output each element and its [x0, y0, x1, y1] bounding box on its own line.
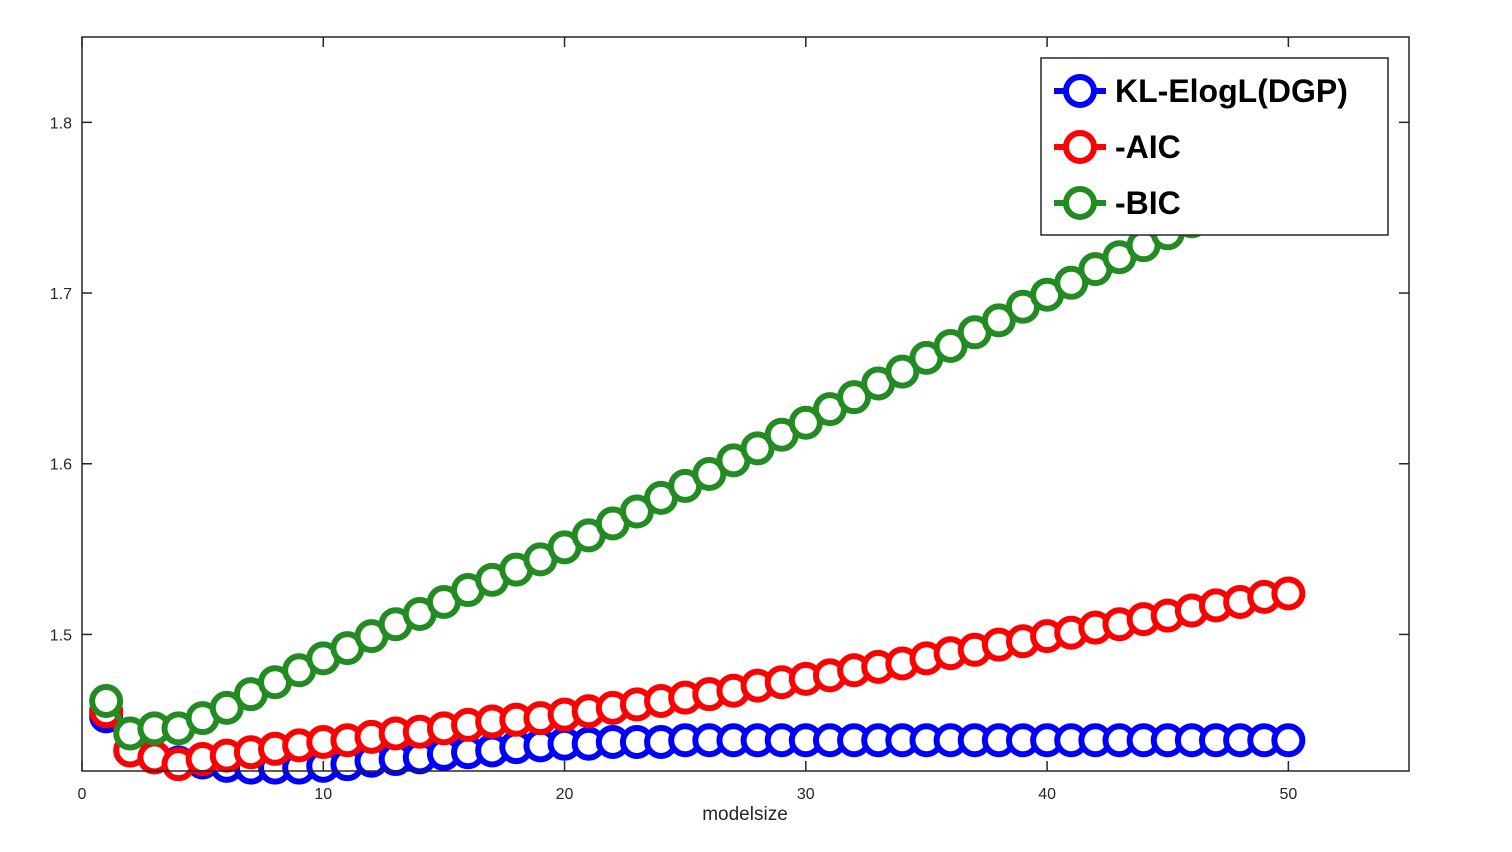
data-point: [740, 431, 775, 466]
x-tick-label: 50: [1279, 786, 1297, 803]
data-point: [89, 684, 124, 719]
legend-label: KL-ElogL(DGP): [1115, 73, 1348, 109]
data-point: [209, 690, 244, 725]
y-tick-label: 1.5: [50, 627, 72, 644]
y-tick-label: 1.6: [50, 457, 72, 474]
x-tick-label: 10: [314, 786, 332, 803]
x-tick-label: 0: [78, 786, 87, 803]
legend-label: -BIC: [1115, 185, 1181, 221]
legend-marker: [1063, 186, 1097, 220]
data-point: [933, 328, 968, 363]
legend-item: -AIC: [1054, 129, 1181, 165]
x-tick-label: 20: [556, 786, 574, 803]
data-point: [885, 354, 920, 389]
data-point: [837, 380, 872, 415]
series-1: [89, 576, 1306, 782]
legend-marker: [1063, 74, 1097, 108]
y-tick-label: 1.8: [50, 115, 72, 132]
data-point: [1271, 723, 1306, 758]
data-point: [619, 494, 654, 529]
y-tick-label: 1.7: [50, 286, 72, 303]
legend-label: -AIC: [1115, 129, 1181, 165]
ticks-layer: 0 10 20 30 40 50 1.5 1.6 1.7 1.8: [50, 37, 1409, 803]
legend-item: KL-ElogL(DGP): [1054, 73, 1348, 109]
data-point: [1271, 576, 1306, 611]
axes-box: [81, 36, 1410, 772]
x-tick-label: 30: [797, 786, 815, 803]
x-tick-label: 40: [1038, 786, 1056, 803]
data-point: [1054, 265, 1089, 300]
x-axis-label: modelsize: [702, 804, 788, 825]
legend-marker: [1063, 130, 1097, 164]
data-point: [692, 456, 727, 491]
legend-item: -BIC: [1054, 185, 1181, 221]
data-point: [981, 303, 1016, 338]
data-point: [788, 405, 823, 440]
legend: KL-ElogL(DGP) -AIC -BIC: [1040, 57, 1389, 236]
